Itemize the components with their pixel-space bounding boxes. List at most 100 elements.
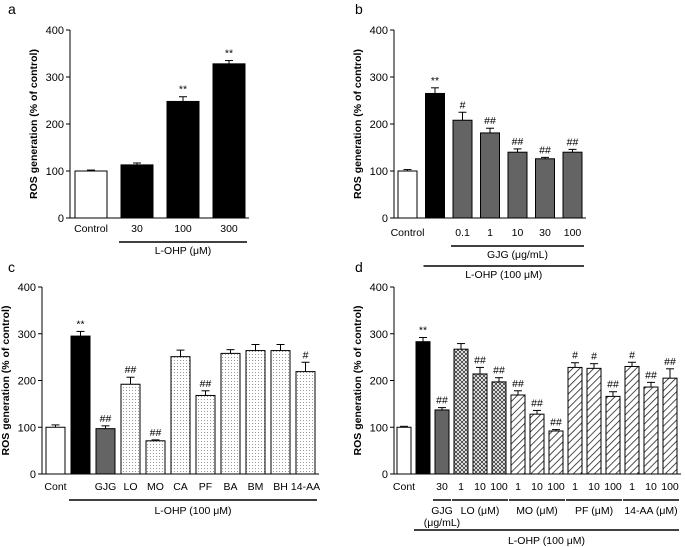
y-tick-label: 0	[30, 469, 36, 481]
x-tick-label: 1	[572, 481, 578, 493]
x-tick-label: 1	[487, 227, 493, 239]
significance-label: ##	[150, 427, 162, 439]
group-label: L-OHP (100 μM)	[154, 505, 231, 517]
x-tick-label: 1	[458, 481, 464, 493]
bar	[507, 151, 528, 219]
y-tick-label: 200	[18, 376, 36, 388]
x-tick-label: BA	[223, 481, 237, 493]
bar	[220, 352, 241, 475]
significance-label: **	[225, 48, 233, 60]
panel-label: b	[355, 1, 363, 17]
y-tick-label: 400	[18, 282, 36, 294]
bar	[643, 386, 659, 475]
x-tick-label: 100	[547, 481, 565, 493]
significance-label: ##	[484, 115, 496, 127]
bar	[605, 395, 621, 475]
bar	[453, 348, 469, 475]
group-label: GJG (μg/mL)	[487, 249, 548, 261]
significance-label: ##	[531, 397, 543, 409]
bar	[434, 409, 450, 475]
group-label: LO (μM)	[461, 505, 500, 517]
x-tick-label: Control	[391, 227, 425, 239]
bar	[425, 92, 445, 219]
bar	[529, 413, 545, 475]
group-label: 14-AA (μM)	[624, 505, 677, 517]
x-tick-label: CA	[173, 481, 188, 493]
panel-c: c 0 100 200 300 400 ROS generation (% of contr…	[0, 259, 320, 517]
bar	[95, 428, 116, 475]
x-tick-label: PF	[199, 481, 212, 493]
bar	[245, 350, 266, 475]
significance-label: ##	[512, 378, 524, 390]
group-label: GJG	[431, 505, 453, 517]
y-tick-label: 400	[370, 25, 388, 37]
group-label: PF (μM)	[575, 505, 613, 517]
bar	[270, 350, 291, 475]
x-tick-label: 1	[515, 481, 521, 493]
group-label: MO (μM)	[516, 505, 558, 517]
y-axis-label: ROS generation (% of control)	[352, 49, 364, 199]
x-tick-label: Control	[74, 223, 108, 235]
bar	[548, 430, 564, 475]
bar	[396, 426, 412, 475]
group-label: (μg/mL)	[424, 517, 460, 529]
significance-label: #	[572, 350, 578, 362]
y-axis-label: ROS generation (% of control)	[0, 306, 12, 456]
panel-label: c	[8, 259, 15, 275]
x-tick-label: Cont	[393, 481, 415, 493]
y-tick-label: 200	[46, 119, 64, 131]
y-tick-label: 400	[370, 282, 388, 294]
panel-a: a 0 100 200 300 400 ROS generation (% of contr…	[8, 1, 249, 257]
significance-label: ##	[645, 369, 657, 381]
y-axis-label: ROS generation (% of control)	[352, 306, 364, 456]
bar	[397, 170, 418, 219]
x-tick-label: BM	[248, 481, 264, 493]
x-tick-label: 300	[220, 223, 238, 235]
bar	[480, 132, 500, 219]
x-tick-label: 10	[474, 481, 486, 493]
significance-label: ##	[125, 364, 137, 376]
significance-label: ##	[512, 136, 524, 148]
significance-label: **	[179, 84, 187, 96]
x-tick-label: 30	[436, 481, 448, 493]
x-tick-label: 0.1	[455, 227, 470, 239]
x-tick-label: 100	[604, 481, 622, 493]
bar	[510, 394, 526, 475]
significance-label: ##	[200, 378, 212, 390]
x-tick-label: 1	[629, 481, 635, 493]
bar	[662, 377, 678, 475]
significance-label: ##	[567, 136, 579, 148]
y-axis-label: ROS generation (% of control)	[28, 49, 40, 199]
panel-label: d	[355, 259, 363, 275]
significance-label: ##	[474, 354, 486, 366]
y-tick-label: 0	[382, 469, 388, 481]
significance-label: **	[419, 324, 427, 336]
bar	[567, 366, 583, 475]
significance-label: ##	[493, 365, 505, 377]
x-tick-label: 100	[174, 223, 192, 235]
bar	[212, 63, 246, 219]
x-tick-label: 10	[531, 481, 543, 493]
y-tick-label: 100	[46, 166, 64, 178]
significance-label: ##	[664, 356, 676, 368]
group-label: L-OHP (100 μM)	[465, 269, 542, 281]
y-tick-label: 0	[58, 213, 64, 225]
panel-label: a	[8, 1, 16, 17]
x-tick-label: 100	[661, 481, 679, 493]
bar	[74, 170, 108, 219]
significance-label: #	[460, 99, 466, 111]
y-tick-label: 100	[370, 166, 388, 178]
bar	[415, 341, 431, 475]
x-tick-label: Cont	[44, 481, 66, 493]
significance-label: #	[629, 349, 635, 361]
panel-d: d 0 100 200 300 400 ROS generation (% of contr…	[352, 259, 681, 547]
x-tick-label: LO	[123, 481, 137, 493]
y-tick-label: 300	[46, 72, 64, 84]
y-tick-label: 200	[370, 376, 388, 388]
y-tick-label: 100	[370, 422, 388, 434]
significance-label: ##	[100, 413, 112, 425]
significance-label: #	[303, 349, 309, 361]
x-tick-label: 30	[131, 223, 143, 235]
bar	[145, 440, 166, 475]
bar	[195, 394, 216, 475]
